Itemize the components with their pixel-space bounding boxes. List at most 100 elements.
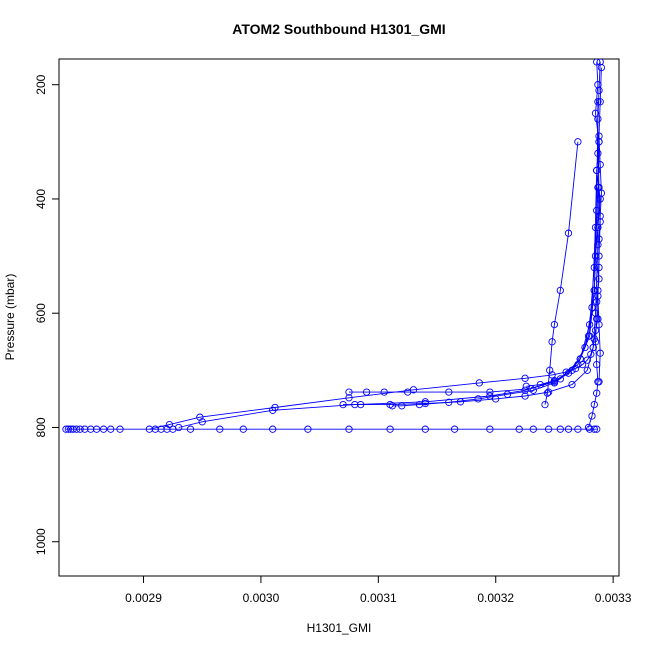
data-point — [198, 418, 206, 426]
data-point — [151, 425, 159, 433]
x-tick-label: 0.0033 — [595, 591, 632, 605]
data-point — [87, 425, 95, 433]
data-point — [584, 332, 593, 340]
data-point — [415, 400, 424, 409]
data-point — [596, 349, 604, 357]
data-point — [574, 425, 582, 433]
data-point — [593, 389, 601, 397]
y-tick-label: 400 — [34, 189, 48, 209]
data-point — [541, 400, 549, 409]
data-point — [107, 425, 115, 433]
data-point — [216, 425, 224, 433]
x-axis: 0.0029 0.0030 0.0031 0.0032 0.0033 — [125, 576, 632, 605]
data-point — [594, 149, 602, 157]
data-point — [546, 366, 554, 374]
data-point — [69, 425, 77, 433]
data-point — [456, 398, 465, 406]
y-axis-label: Pressure (mbar) — [3, 274, 17, 361]
x-tick-label: 0.0031 — [360, 591, 397, 605]
data-point — [386, 425, 394, 433]
data-point — [175, 423, 183, 432]
data-point — [304, 425, 312, 433]
data-point — [564, 369, 573, 377]
data-point — [475, 379, 483, 387]
data-point — [503, 390, 512, 398]
data-point — [345, 425, 353, 433]
data-point — [380, 388, 388, 396]
data-point — [62, 425, 70, 433]
data-point — [593, 425, 601, 433]
series-0 — [145, 59, 604, 433]
data-point — [445, 388, 453, 396]
data-point — [590, 400, 598, 409]
data-point — [595, 378, 603, 386]
series-line — [349, 170, 598, 393]
data-point — [345, 388, 353, 396]
series-line — [588, 61, 601, 428]
data-point — [594, 292, 602, 300]
data-point — [584, 423, 593, 432]
series-line — [526, 187, 599, 387]
data-point — [585, 425, 594, 433]
series-6 — [522, 183, 602, 390]
data-point — [536, 380, 544, 389]
data-point — [550, 379, 559, 387]
data-point — [339, 400, 347, 409]
data-point — [529, 386, 537, 394]
y-tick-label: 800 — [34, 417, 48, 437]
x-tick-label: 0.0029 — [125, 591, 162, 605]
data-point — [596, 212, 604, 220]
data-point — [576, 355, 584, 363]
data-point — [596, 59, 604, 66]
series-line — [343, 141, 600, 406]
data-point — [564, 229, 573, 237]
data-point — [269, 406, 277, 414]
data-point — [594, 115, 602, 123]
data-point — [594, 98, 602, 106]
data-point — [588, 412, 596, 420]
data-point — [583, 366, 591, 374]
data-point — [165, 420, 174, 429]
data-point — [596, 98, 604, 106]
data-point — [163, 425, 171, 433]
chart-title: ATOM2 Southbound H1301_GMI — [232, 21, 445, 37]
data-point — [92, 425, 101, 433]
data-point — [450, 425, 459, 433]
x-axis-label: H1301_GMI — [307, 621, 372, 635]
data-point — [595, 235, 603, 243]
data-point — [474, 395, 482, 403]
series-layer — [62, 59, 606, 433]
data-point — [64, 425, 73, 433]
data-point — [72, 425, 81, 433]
data-point — [556, 425, 564, 433]
data-point — [67, 425, 75, 433]
data-point — [486, 388, 494, 396]
series-line — [544, 141, 579, 405]
data-point — [550, 320, 559, 329]
series-line — [178, 101, 599, 428]
data-point — [521, 392, 529, 400]
data-point — [548, 338, 556, 346]
data-point — [595, 132, 603, 140]
series-line — [597, 67, 602, 382]
y-tick-label: 1000 — [34, 528, 48, 555]
data-point — [196, 413, 204, 421]
data-point — [581, 343, 589, 352]
y-tick-label: 200 — [34, 74, 48, 94]
data-point — [445, 398, 453, 406]
series-3 — [339, 138, 603, 409]
data-point — [595, 263, 603, 272]
data-point — [388, 402, 397, 410]
data-point — [597, 189, 606, 197]
data-point — [595, 320, 603, 329]
data-point — [421, 425, 429, 433]
data-point — [597, 63, 606, 72]
data-point — [591, 223, 600, 232]
series-2 — [175, 98, 602, 432]
data-point — [591, 338, 600, 346]
data-point — [357, 400, 365, 409]
series-8 — [541, 138, 582, 409]
data-point — [595, 86, 603, 95]
data-point — [583, 356, 591, 364]
data-point — [529, 425, 537, 433]
